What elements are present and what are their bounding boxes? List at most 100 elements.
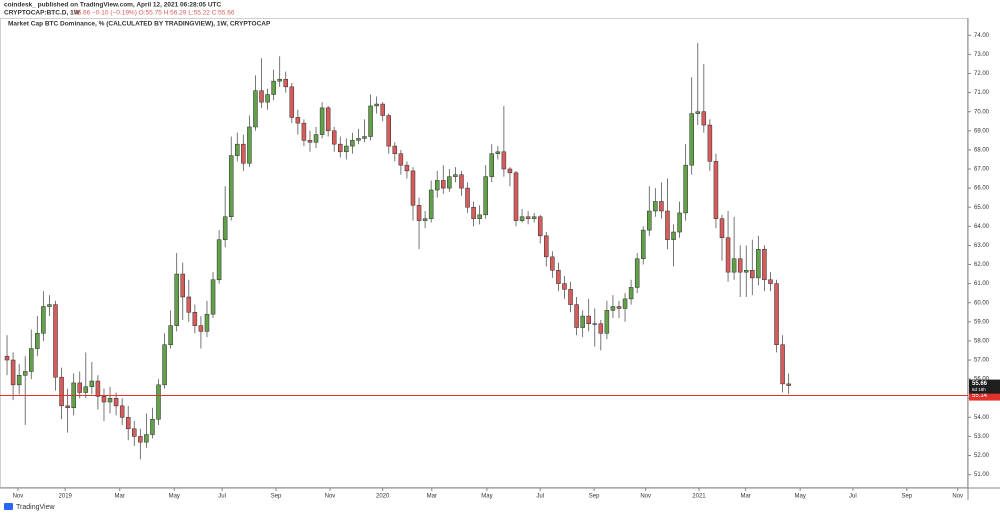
candle-body	[192, 312, 198, 326]
y-tick-label: 72.00	[974, 71, 990, 77]
candle-body	[483, 176, 488, 216]
candle-body	[125, 417, 131, 430]
candle-body	[707, 124, 713, 162]
candle-body	[701, 111, 707, 126]
candle-body	[495, 151, 501, 154]
candle-body	[683, 164, 688, 214]
candle-body	[404, 164, 410, 172]
x-tick-label: Jul	[218, 494, 226, 500]
candle-body	[713, 161, 719, 219]
candle-body	[150, 418, 155, 435]
candle-body	[132, 428, 137, 437]
candle-body	[41, 306, 46, 334]
x-tick-label: Nov	[325, 494, 336, 500]
candle-body	[562, 283, 567, 290]
candle-body	[10, 359, 16, 386]
symbol: CRYPTOCAP:BTC.D, 1W	[4, 10, 81, 17]
x-tick-label: Mar	[427, 494, 437, 500]
candle-body	[156, 384, 161, 420]
candle-body	[228, 155, 234, 218]
candle-body	[574, 304, 579, 328]
candle-body	[471, 206, 476, 219]
countdown-label: 6d 18h	[972, 387, 986, 392]
candle-body	[398, 153, 404, 166]
y-tick-label: 65.00	[974, 205, 990, 211]
candle-body	[344, 145, 349, 153]
candle-body	[786, 383, 791, 386]
last-price-tag	[969, 379, 1000, 394]
candle-body	[307, 140, 313, 143]
candle-body	[22, 371, 28, 376]
candle-body	[253, 90, 258, 128]
candle-body	[653, 201, 658, 212]
candle-body	[531, 216, 537, 219]
candle-body	[216, 239, 222, 281]
candle-body	[53, 304, 58, 378]
candle-body	[647, 210, 652, 231]
candle-body	[338, 143, 343, 153]
candle-body	[235, 143, 240, 156]
candle-body	[4, 355, 10, 361]
candle-body	[525, 216, 531, 219]
candle-body	[386, 115, 392, 147]
logo-icon	[4, 503, 13, 510]
candle-body	[725, 237, 731, 273]
candle-body	[313, 134, 319, 143]
candle-body	[750, 269, 755, 279]
candle-body	[271, 80, 276, 95]
candle-body	[107, 397, 113, 403]
candle-body	[737, 258, 743, 273]
x-tick-label: May	[794, 494, 805, 500]
y-tick-label: 51.00	[974, 472, 990, 478]
quote: 55.66 −0.10 (−0.19%) O:55.75 H:56.29 L:5…	[74, 10, 235, 17]
footer-logo: TradingView	[4, 503, 55, 511]
x-tick-label: Nov	[952, 494, 963, 500]
candle-body	[659, 201, 664, 212]
x-tick-label: 2019	[59, 494, 73, 500]
y-tick-label: 66.00	[974, 186, 990, 192]
candle-body	[780, 344, 785, 385]
candle-body	[259, 90, 264, 103]
candle-body	[138, 436, 143, 443]
candle-body	[392, 145, 398, 154]
candle-body	[77, 382, 82, 393]
x-tick-label: Mar	[115, 494, 125, 500]
candle-body	[422, 218, 428, 221]
x-tick-label: Sep	[271, 494, 282, 500]
candle-body	[222, 216, 228, 240]
x-tick-label: Nov	[13, 494, 24, 500]
candle-body	[453, 174, 458, 177]
candle-body	[410, 170, 416, 206]
candle-body	[295, 117, 301, 124]
last-price-label: 55.66	[972, 381, 988, 387]
candle-body	[459, 174, 464, 189]
y-tick-label: 71.00	[974, 90, 990, 96]
candle-body	[89, 380, 95, 388]
candle-body	[598, 323, 604, 334]
candle-body	[616, 306, 622, 309]
candle-body	[695, 111, 701, 114]
candle-body	[95, 380, 101, 397]
candle-body	[374, 103, 379, 107]
candle-body	[101, 396, 107, 403]
candle-body	[144, 434, 149, 443]
y-tick-label: 58.00	[974, 338, 990, 344]
candle-body	[162, 344, 167, 386]
y-tick-label: 69.00	[974, 128, 990, 134]
candle-body	[247, 126, 252, 164]
candle-body	[556, 269, 561, 284]
y-tick-label: 73.00	[974, 52, 990, 58]
candle-body	[768, 279, 773, 284]
candle-body	[447, 176, 452, 189]
candle-body	[174, 273, 179, 326]
level-tag	[969, 390, 1000, 401]
candle-body	[677, 212, 682, 233]
candle-body	[168, 325, 173, 345]
candle-body	[610, 306, 616, 311]
candle-body	[350, 140, 355, 147]
x-tick-label: Jul	[536, 494, 544, 500]
y-tick-label: 64.00	[974, 224, 990, 230]
y-tick-label: 68.00	[974, 147, 990, 153]
publisher: coindesk_ published on TradingView.com, …	[4, 2, 222, 9]
